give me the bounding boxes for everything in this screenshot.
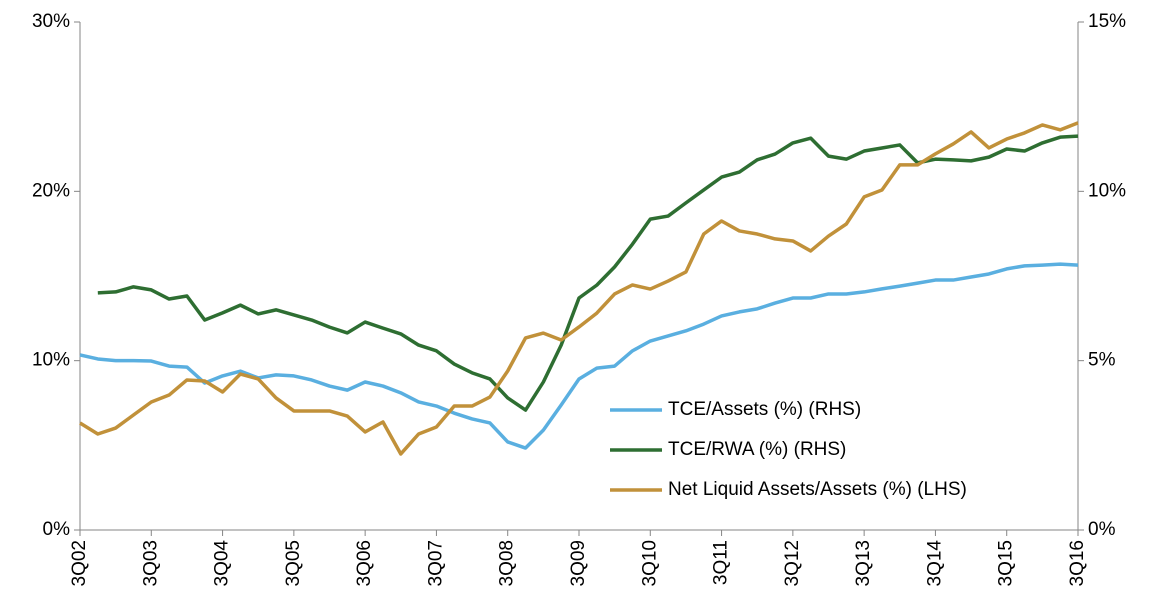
x-tick-label: 3Q04	[212, 540, 233, 587]
series-line	[97, 134, 1079, 412]
series-line	[79, 121, 1079, 456]
series-line	[79, 262, 1079, 450]
x-tick-label: 3Q03	[140, 540, 161, 586]
y2-tick-label: 15%	[1088, 11, 1126, 32]
x-tick-label: 3Q11	[711, 540, 732, 585]
y-tick-label: 30%	[32, 11, 70, 32]
x-tick-label: 3Q10	[639, 540, 660, 586]
x-tick-label: 3Q13	[853, 540, 874, 586]
y2-tick-label: 0%	[1088, 519, 1116, 540]
y-tick-label: 10%	[32, 350, 70, 371]
x-tick-label: 3Q16	[1067, 540, 1088, 586]
x-tick-label: 3Q08	[497, 540, 518, 586]
y-tick-label: 0%	[43, 519, 71, 540]
y-tick-label: 20%	[32, 180, 70, 201]
x-tick-label: 3Q12	[782, 540, 803, 586]
x-tick-label: 3Q15	[996, 540, 1017, 586]
x-tick-label: 3Q05	[283, 540, 304, 586]
x-tick-label: 3Q07	[425, 540, 446, 586]
legend-label: Net Liquid Assets/Assets (%) (LHS)	[668, 479, 967, 500]
x-tick-label: 3Q06	[354, 540, 375, 586]
x-tick-label: 3Q02	[69, 540, 90, 586]
x-tick-label: 3Q09	[568, 540, 589, 586]
legend-label: TCE/RWA (%) (RHS)	[668, 439, 846, 460]
y2-tick-label: 5%	[1088, 350, 1116, 371]
y2-tick-label: 10%	[1088, 180, 1126, 201]
x-tick-label: 3Q14	[924, 540, 945, 587]
legend-label: TCE/Assets (%) (RHS)	[668, 399, 861, 420]
